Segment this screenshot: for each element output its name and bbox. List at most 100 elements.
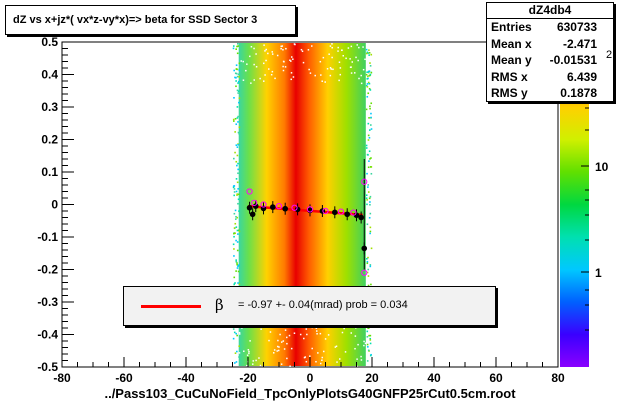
heatmap-empty-bin xyxy=(289,365,291,367)
heatmap-empty-bin xyxy=(238,333,241,335)
heatmap-empty-bin xyxy=(350,45,353,48)
heatmap-fringe-bin xyxy=(368,136,371,139)
heatmap-empty-bin xyxy=(238,331,241,334)
heatmap-empty-bin xyxy=(300,48,303,51)
heatmap-fringe-bin xyxy=(367,268,370,271)
heatmap-fringe-bin xyxy=(233,232,235,235)
heatmap-fringe-bin xyxy=(233,212,236,215)
heatmap-fringe-bin xyxy=(238,210,240,212)
heatmap-fringe-bin xyxy=(368,74,371,77)
heatmap-fringe-bin xyxy=(234,222,237,225)
heatmap-fringe-bin xyxy=(366,71,368,74)
heatmap-fringe-bin xyxy=(236,334,238,337)
heatmap-fringe-bin xyxy=(236,154,239,157)
heatmap-empty-bin xyxy=(252,363,254,365)
heatmap-fringe-bin xyxy=(368,216,371,219)
heatmap-fringe-bin xyxy=(366,360,369,362)
heatmap-fringe-bin xyxy=(367,326,369,328)
legend-line-swatch xyxy=(141,305,201,308)
heatmap-fringe-bin xyxy=(235,48,238,50)
heatmap-fringe-bin xyxy=(236,89,239,92)
y-tick-label: -0.4 xyxy=(37,328,58,342)
heatmap-empty-bin xyxy=(290,78,292,81)
heatmap-empty-bin xyxy=(316,333,318,335)
heatmap-empty-bin xyxy=(315,360,317,363)
heatmap-empty-bin xyxy=(344,351,347,353)
heatmap-fringe-bin xyxy=(235,76,237,79)
heatmap-empty-bin xyxy=(364,342,367,345)
heatmap-fringe-bin xyxy=(234,352,237,354)
heatmap-fringe-bin xyxy=(236,117,239,119)
heatmap-empty-bin xyxy=(314,74,316,77)
heatmap-empty-bin xyxy=(305,360,308,363)
heatmap-fringe-bin xyxy=(237,188,239,190)
fit-line xyxy=(247,204,363,217)
heatmap-fringe-bin xyxy=(232,47,235,50)
heatmap-empty-bin xyxy=(334,346,337,348)
heatmap-fringe-bin xyxy=(237,233,239,235)
heatmap-empty-bin xyxy=(321,80,323,82)
heatmap-fringe-bin xyxy=(367,81,370,84)
heatmap-fringe-bin xyxy=(234,209,237,212)
heatmap-fringe-bin xyxy=(235,72,238,75)
heatmap-fringe-bin xyxy=(367,191,370,193)
heatmap-empty-bin xyxy=(273,349,276,351)
heatmap-fringe-bin xyxy=(366,95,369,98)
heatmap-fringe-bin xyxy=(235,260,238,263)
heatmap-empty-bin xyxy=(290,60,292,62)
heatmap-fringe-bin xyxy=(237,172,239,175)
heatmap-empty-bin xyxy=(316,330,318,332)
heatmap-empty-bin xyxy=(355,56,357,59)
heatmap-fringe-bin xyxy=(367,166,370,169)
legend-beta-symbol: β xyxy=(215,296,224,314)
heatmap-fringe-bin xyxy=(235,144,238,146)
heatmap-empty-bin xyxy=(290,347,293,350)
heatmap-empty-bin xyxy=(362,46,364,48)
heatmap-fringe-bin xyxy=(236,106,239,108)
heatmap-fringe-bin xyxy=(238,75,240,78)
heatmap-fringe-bin xyxy=(369,212,372,215)
heatmap-empty-bin xyxy=(358,46,360,49)
profile-magenta-point xyxy=(275,203,283,210)
heatmap-fringe-bin xyxy=(365,73,368,76)
stats-histogram-name: dZ4db4 xyxy=(487,3,613,19)
heatmap-fringe-bin xyxy=(365,108,368,111)
stats-row-mean-y: Mean y -0.01531 xyxy=(487,52,613,69)
heatmap-empty-bin xyxy=(331,46,333,49)
heatmap-empty-bin xyxy=(338,79,340,82)
heatmap-fringe-bin xyxy=(232,337,235,340)
profile-black-point xyxy=(294,206,301,213)
heatmap-fringe-bin xyxy=(368,334,370,337)
heatmap-fringe-bin xyxy=(367,122,370,125)
heatmap-fringe-bin xyxy=(369,230,372,233)
heatmap-empty-bin xyxy=(289,59,291,62)
heatmap-empty-bin xyxy=(263,44,265,46)
heatmap-fringe-bin xyxy=(367,134,370,137)
stats-value: 630733 xyxy=(556,20,597,34)
heatmap-fringe-bin xyxy=(367,184,370,186)
heatmap-fringe-bin xyxy=(368,117,370,119)
heatmap-fringe-bin xyxy=(367,327,369,329)
heatmap-fringe-bin xyxy=(233,255,235,257)
heatmap-empty-bin xyxy=(349,66,352,69)
stats-value: -0.01531 xyxy=(549,53,597,67)
heatmap-fringe-bin xyxy=(367,139,370,141)
heatmap-fringe-bin xyxy=(238,101,240,104)
heatmap-fringe-bin xyxy=(233,188,236,190)
heatmap-fringe-bin xyxy=(235,160,238,163)
legend-fit-text: = -0.97 +- 0.04(mrad) prob = 0.034 xyxy=(238,299,408,311)
heatmap-empty-bin xyxy=(290,56,293,58)
heatmap-fringe-bin xyxy=(237,90,240,92)
heatmap-empty-bin xyxy=(276,350,278,352)
heatmap-fringe-bin xyxy=(233,69,236,72)
heatmap-fringe-bin xyxy=(367,186,369,188)
heatmap-fringe-bin xyxy=(369,158,371,160)
profile-magenta-point xyxy=(251,199,258,206)
heatmap-empty-bin xyxy=(309,355,311,357)
heatmap-empty-bin xyxy=(354,335,357,337)
x-tick-label: 60 xyxy=(489,371,503,385)
heatmap-fringe-bin xyxy=(233,227,236,229)
heatmap-fringe-bin xyxy=(366,203,368,206)
heatmap-fringe-bin xyxy=(236,68,239,71)
heatmap-empty-bin xyxy=(350,72,353,74)
